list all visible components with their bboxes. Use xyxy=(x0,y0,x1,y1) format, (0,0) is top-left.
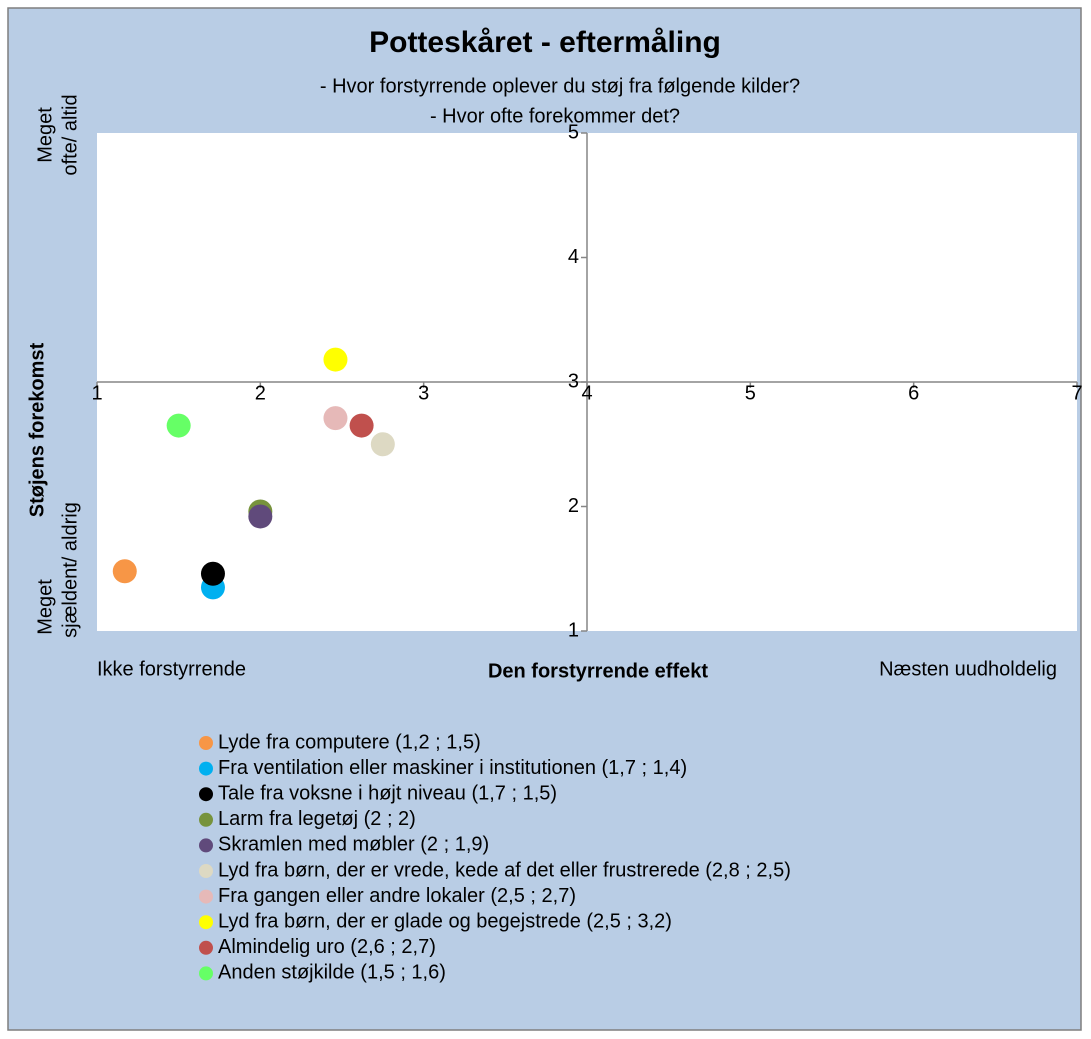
x-tick-label: 6 xyxy=(908,382,919,404)
x-tick-label: 3 xyxy=(418,382,429,404)
y-low-label: Meget xyxy=(34,579,56,635)
x-tick-label: 5 xyxy=(745,382,756,404)
legend-marker xyxy=(199,940,213,955)
x-low-label: Ikke forstyrrende xyxy=(97,658,246,680)
y-tick-label: 5 xyxy=(568,121,579,143)
legend-marker xyxy=(199,736,213,750)
x-tick-label: 1 xyxy=(91,382,102,404)
legend-label: Tale fra voksne i højt niveau (1,7 ; 1,5… xyxy=(218,782,557,804)
legend-marker xyxy=(199,966,213,981)
legend-label: Fra ventilation eller maskiner i institu… xyxy=(218,757,687,779)
chart-title: Potteskåret - eftermåling xyxy=(369,26,721,59)
x-tick-label: 2 xyxy=(255,382,266,404)
subtitle: - Hvor forstyrrende oplever du støj fra … xyxy=(320,75,800,97)
point xyxy=(370,432,395,457)
legend-marker xyxy=(199,915,213,930)
subtitle: - Hvor ofte forekommer det? xyxy=(430,105,680,127)
point xyxy=(112,559,137,584)
x-tick-label: 4 xyxy=(581,382,592,404)
legend-label: Lyd fra børn, der er vrede, kede af det … xyxy=(218,859,791,881)
legend-marker xyxy=(199,864,213,878)
y-low-label: sjældent/ aldrig xyxy=(59,502,81,638)
y-high-label: ofte/ altid xyxy=(59,94,81,175)
point xyxy=(323,347,348,372)
legend-label: Lyde fra computere (1,2 ; 1,5) xyxy=(218,731,481,753)
legend-marker xyxy=(199,787,213,802)
legend-marker xyxy=(199,812,213,827)
x-axis-label: Den forstyrrende effekt xyxy=(488,660,708,682)
point xyxy=(200,561,225,586)
legend-label: Lyd fra børn, der er glade og begejstred… xyxy=(218,910,672,932)
y-axis-label: Støjens forekomst xyxy=(26,342,48,517)
legend-label: Larm fra legetøj (2 ; 2) xyxy=(218,808,416,830)
legend-marker xyxy=(199,838,213,853)
y-tick-label: 4 xyxy=(568,246,579,268)
y-tick-label: 3 xyxy=(568,370,579,392)
x-tick-label: 7 xyxy=(1071,382,1082,404)
legend-label: Almindelig uro (2,6 ; 2,7) xyxy=(218,936,436,958)
legend-label: Anden støjkilde (1,5 ; 1,6) xyxy=(218,962,446,984)
y-high-label: Meget xyxy=(34,107,56,163)
x-high-label: Næsten uudholdelig xyxy=(879,658,1057,680)
y-tick-label: 2 xyxy=(568,495,579,517)
legend-marker xyxy=(199,761,213,776)
point xyxy=(323,406,348,431)
point xyxy=(166,413,191,438)
legend-label: Fra gangen eller andre lokaler (2,5 ; 2,… xyxy=(218,885,576,907)
point xyxy=(248,504,273,529)
legend-marker xyxy=(199,889,213,904)
legend-label: Skramlen med møbler (2 ; 1,9) xyxy=(218,834,489,856)
y-tick-label: 1 xyxy=(568,619,579,641)
point xyxy=(349,413,374,438)
